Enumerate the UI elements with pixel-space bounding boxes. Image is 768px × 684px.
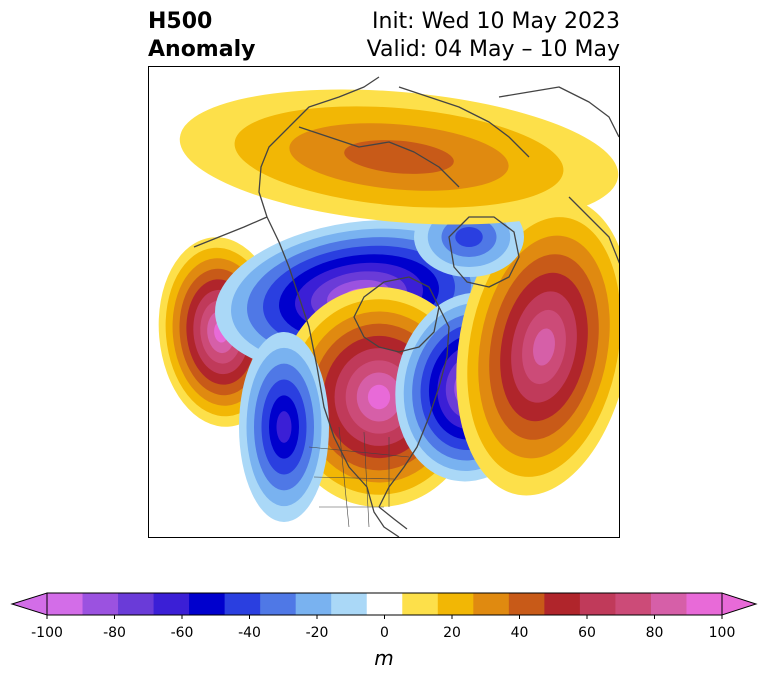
anomaly-contour-positive	[344, 140, 454, 174]
colorbar-tick-label: -80	[103, 625, 126, 641]
colorbar-swatch	[544, 593, 581, 615]
anomaly-contours	[158, 89, 619, 522]
title-right: Init: Wed 10 May 2023 Valid: 04 May – 10…	[367, 8, 620, 64]
valid-range: Valid: 04 May – 10 May	[366, 37, 620, 62]
colorbar-swatch	[508, 593, 545, 615]
colorbar-swatch	[366, 593, 403, 615]
anomaly-contour-negative	[276, 411, 292, 443]
colorbar-unit-label: m	[374, 646, 394, 670]
colorbar-swatch	[118, 593, 155, 615]
colorbar-swatch	[47, 593, 84, 615]
coastline-mexico	[366, 486, 408, 537]
colorbar-tick-label: 80	[645, 625, 664, 641]
title-anomaly: Anomaly	[148, 37, 256, 62]
colorbar-tick-label: 0	[380, 625, 389, 641]
map-panel	[148, 66, 620, 538]
colorbar-swatch	[189, 593, 226, 615]
colorbar-extend-high	[721, 592, 758, 616]
colorbar-swatch	[650, 593, 687, 615]
colorbar-tick-label: -100	[31, 625, 63, 641]
init-date: Init: Wed 10 May 2023	[372, 9, 620, 34]
anomaly-contour-positive	[533, 328, 555, 366]
colorbar-swatch	[615, 593, 652, 615]
anomaly-contour-positive	[367, 384, 391, 410]
colorbar-swatch	[579, 593, 616, 615]
coastline-west	[258, 126, 368, 488]
colorbar	[10, 592, 758, 619]
colorbar-tick-label: 20	[443, 625, 461, 641]
anomaly-map	[158, 76, 619, 537]
coastline-hudson-bay	[353, 276, 440, 353]
colorbar-tick-label: 100	[708, 625, 736, 641]
colorbar-swatch	[260, 593, 297, 615]
title-variable: H500	[148, 9, 213, 34]
anomaly-contour-negative	[455, 227, 483, 247]
colorbar-tick-label: 40	[510, 625, 529, 641]
colorbar-swatch	[437, 593, 474, 615]
colorbar-swatch	[224, 593, 261, 615]
colorbar-tick-label: -60	[170, 625, 194, 641]
colorbar-tick-label: -20	[305, 625, 329, 641]
colorbar-swatch	[295, 593, 332, 615]
colorbar-tick-label: 60	[578, 625, 596, 641]
state-borders	[308, 426, 410, 528]
colorbar-swatch	[402, 593, 439, 615]
coastline-arctic	[298, 86, 530, 188]
coastline-east	[378, 306, 450, 508]
title-left: H500 Anomaly	[148, 8, 255, 64]
colorbar-swatch	[331, 593, 368, 615]
colorbar-tick-label: -40	[238, 625, 261, 641]
colorbar-swatch	[473, 593, 510, 615]
colorbar-swatch	[686, 593, 723, 615]
colorbar-extend-low	[10, 592, 48, 616]
coastline-alaska	[193, 76, 380, 248]
coastline-greenland	[448, 216, 520, 288]
colorbar-swatch	[153, 593, 190, 615]
coastlines	[193, 76, 619, 537]
colorbar-swatch	[82, 593, 119, 615]
coastline-eurasia	[498, 86, 619, 264]
